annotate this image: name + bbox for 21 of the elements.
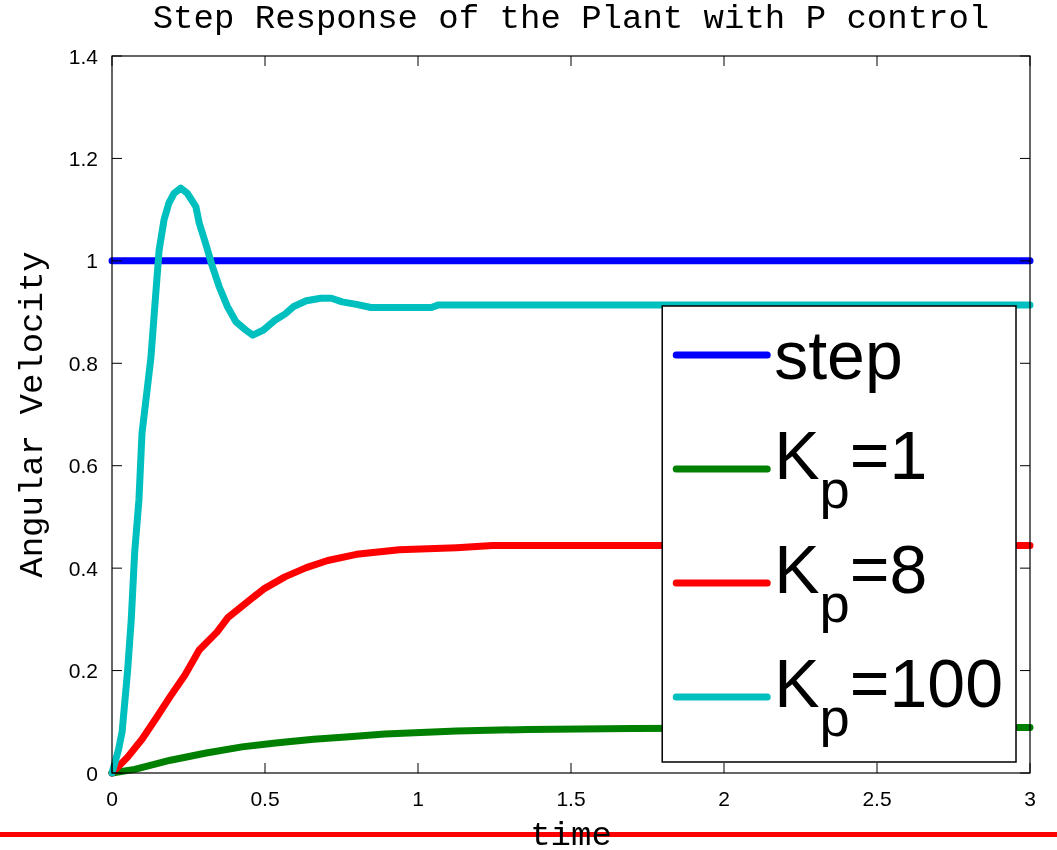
x-tick-label: 1.5 — [556, 787, 586, 810]
y-tick-label: 0 — [86, 761, 98, 785]
x-tick-label: 0 — [106, 787, 118, 810]
y-tick-label: 0.6 — [68, 454, 98, 478]
y-tick-label: 1.4 — [68, 44, 99, 68]
x-tick-label: 2 — [718, 787, 730, 810]
y-tick-label: 0.8 — [68, 351, 98, 375]
legend-label: step — [774, 316, 903, 393]
x-tick-label: 1 — [412, 787, 424, 810]
y-axis-title: Angular Velocity — [14, 251, 52, 578]
y-tick-label: 1 — [86, 249, 98, 273]
y-tick-label: 0.4 — [68, 556, 99, 580]
chart-title: Step Response of the Plant with P control — [152, 0, 990, 38]
legend-label: K$_{p}$=100 — [774, 645, 1004, 748]
x-tick-label: 0.5 — [250, 787, 280, 810]
x-tick-label: 2.5 — [862, 787, 892, 810]
y-tick-label: 1.2 — [68, 146, 98, 170]
y-tick-label: 0.2 — [68, 659, 98, 683]
legend-label: K$_{p}$=1 — [774, 417, 928, 520]
legend-label: K$_{p}$=8 — [774, 531, 928, 634]
x-tick-label: 3 — [1024, 787, 1036, 810]
